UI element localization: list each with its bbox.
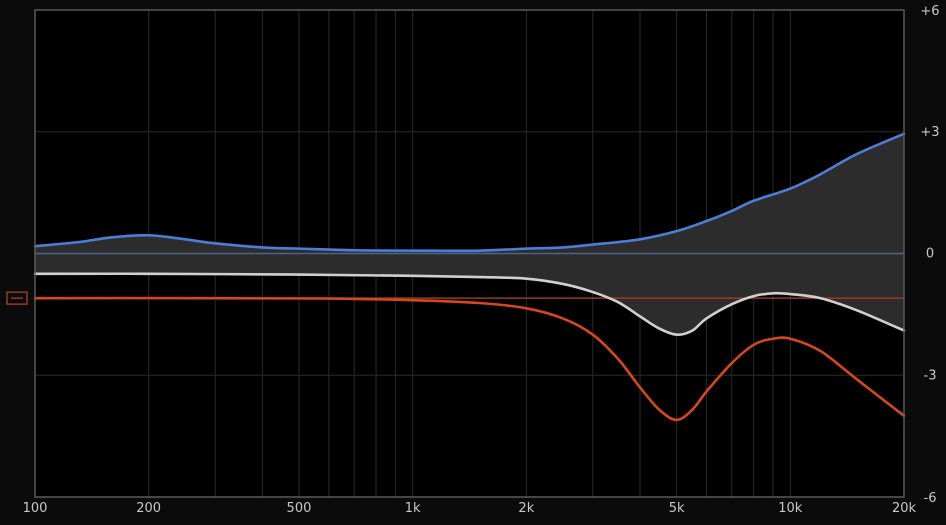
x-tick-label: 200 <box>136 501 161 516</box>
minus-box-icon[interactable] <box>6 291 28 305</box>
y-tick-label: -3 <box>924 368 937 383</box>
eq-curve-1 <box>33 272 906 337</box>
y-axis-labels: +6 +3 0 -3 -6 <box>920 4 939 506</box>
x-tick-label: 2k <box>518 501 534 516</box>
x-tick-label: 5k <box>669 501 685 516</box>
handle-box <box>6 291 28 305</box>
eq-curve-0 <box>33 132 906 253</box>
y-tick-label: -6 <box>924 491 937 506</box>
y-tick-label: +6 <box>920 4 939 19</box>
x-tick-label: 500 <box>287 501 312 516</box>
x-tick-label: 100 <box>23 501 48 516</box>
y-tick-label: +3 <box>920 125 939 140</box>
eq-curve-2 <box>33 296 906 422</box>
x-tick-label: 20k <box>892 501 917 516</box>
x-tick-label: 10k <box>778 501 803 516</box>
plot-frame <box>34 9 905 498</box>
x-axis-labels: 100 200 500 1k 2k 5k 10k 20k <box>23 501 917 516</box>
eq-curves <box>33 132 906 422</box>
y-tick-label: 0 <box>926 247 934 262</box>
x-tick-label: 1k <box>405 501 421 516</box>
shaded-band <box>35 133 904 335</box>
